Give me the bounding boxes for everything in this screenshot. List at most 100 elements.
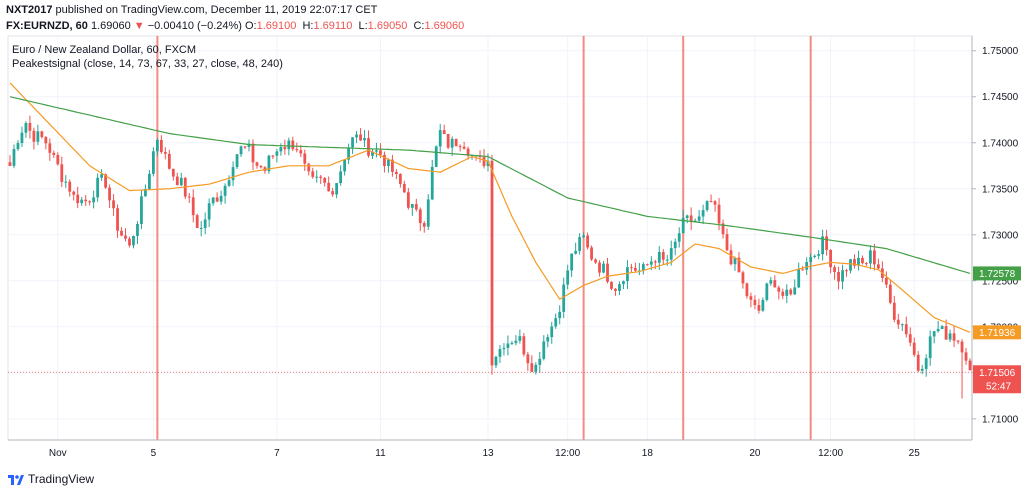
candle-body — [223, 185, 227, 196]
candle-body — [789, 289, 793, 295]
candle-body — [136, 223, 139, 236]
candle-body — [203, 219, 207, 228]
candle-body — [383, 154, 386, 166]
candle-body — [323, 177, 327, 183]
candle-body — [88, 201, 92, 203]
candle-body — [80, 199, 84, 204]
y-tick-label: 1.71000 — [982, 414, 1019, 425]
open-label: O: — [245, 20, 257, 32]
candle-body — [570, 253, 574, 271]
candle-body — [259, 165, 263, 168]
candle-body — [578, 237, 582, 251]
candle-body — [626, 267, 629, 282]
candle-body — [486, 160, 490, 166]
candle-body — [677, 233, 681, 242]
candle-body — [482, 156, 486, 166]
candle-body — [657, 252, 661, 263]
ma-line-1 — [9, 82, 971, 333]
ma-price-tag-1 — [973, 325, 1021, 340]
candle-body — [140, 196, 143, 224]
candle-body — [506, 343, 510, 348]
candle-body — [72, 191, 76, 195]
candle-body — [446, 134, 450, 148]
candle-body — [195, 215, 199, 229]
candle-body — [825, 236, 828, 250]
candle-body — [873, 250, 876, 265]
candle-body — [16, 143, 20, 150]
candle-body — [375, 150, 378, 152]
candle-body — [924, 358, 928, 369]
candle-body — [697, 216, 701, 221]
candle-body — [167, 153, 171, 169]
candle-body — [829, 249, 832, 268]
chart-title: Euro / New Zealand Dollar, 60, FXCM — [12, 44, 197, 56]
candle-body — [761, 299, 765, 311]
candle-body — [335, 183, 339, 195]
candle-body — [387, 159, 390, 166]
candle-body — [813, 255, 817, 257]
signal-lines — [156, 36, 812, 440]
candle-body — [673, 241, 677, 249]
candle-body — [661, 252, 665, 260]
candle-body — [490, 160, 494, 366]
candle-body — [64, 181, 68, 183]
candle-body — [92, 197, 96, 203]
candle-body — [36, 131, 40, 142]
candle-body — [781, 291, 785, 296]
candle-body — [928, 336, 932, 359]
candle-body — [522, 336, 526, 355]
candle-body — [637, 270, 641, 272]
price-change: −0.00410 (−0.24%) — [147, 20, 242, 32]
candle-body — [96, 177, 100, 198]
candle-body — [526, 354, 530, 364]
candle-body — [837, 271, 840, 282]
candle-body — [630, 267, 633, 269]
candle-body — [964, 352, 968, 361]
candle-body — [367, 138, 370, 156]
candle-body — [757, 305, 761, 311]
candle-body — [255, 162, 259, 166]
candle-body — [689, 215, 693, 223]
candle-body — [510, 342, 514, 344]
candle-body — [845, 270, 848, 272]
y-tick-label: 1.75000 — [982, 46, 1019, 57]
candle-body — [725, 234, 729, 251]
x-tick-label: 7 — [274, 448, 280, 459]
candle-body — [343, 159, 346, 172]
candle-body — [602, 263, 605, 273]
candle-body — [876, 264, 880, 269]
candle-body — [908, 334, 912, 343]
x-tick-label: 11 — [375, 448, 386, 459]
candle-body — [155, 139, 159, 152]
candle-body — [327, 182, 331, 192]
candle-body — [590, 247, 593, 260]
candle-body — [283, 147, 287, 150]
candle-body — [227, 180, 231, 186]
candle-body — [709, 201, 713, 203]
candle-body — [538, 358, 542, 365]
candle-body — [243, 146, 247, 148]
y-tick-label: 1.74500 — [982, 92, 1019, 103]
high-value: 1.69110 — [313, 20, 353, 32]
candle-body — [144, 188, 147, 197]
tradingview-brand[interactable]: TradingView — [8, 472, 94, 486]
candle-body — [765, 283, 769, 300]
candle-body — [379, 150, 382, 155]
candle-body — [191, 197, 195, 216]
candle-body — [904, 324, 908, 335]
candle-body — [12, 149, 16, 166]
candle-body — [853, 259, 856, 266]
candle-body — [391, 159, 394, 172]
candle-body — [132, 235, 135, 246]
candle-body — [68, 181, 72, 192]
candle-body — [777, 287, 781, 292]
candle-body — [717, 204, 721, 224]
x-tick-label: 13 — [482, 448, 494, 459]
candle-body — [311, 171, 315, 177]
candle-body — [665, 259, 669, 261]
candle-body — [566, 270, 570, 285]
indicator-label: Peakestsignal (close, 14, 73, 67, 33, 27… — [12, 58, 283, 70]
candle-body — [462, 146, 466, 149]
y-tick-label: 1.74000 — [982, 138, 1019, 149]
